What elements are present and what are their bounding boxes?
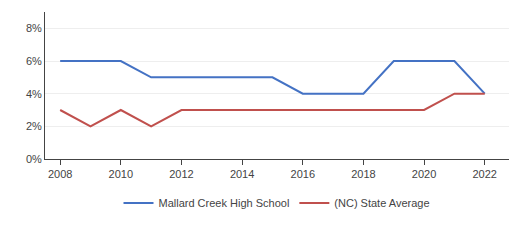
svg-text:2010: 2010 (109, 168, 133, 180)
svg-text:0%: 0% (26, 153, 42, 165)
svg-text:2012: 2012 (169, 168, 193, 180)
svg-text:2%: 2% (26, 120, 42, 132)
svg-text:8%: 8% (26, 22, 42, 34)
svg-text:2020: 2020 (412, 168, 436, 180)
svg-text:Mallard Creek High School: Mallard Creek High School (159, 197, 290, 209)
svg-text:4%: 4% (26, 88, 42, 100)
svg-text:(NC) State Average: (NC) State Average (334, 197, 429, 209)
svg-text:6%: 6% (26, 55, 42, 67)
svg-text:2022: 2022 (472, 168, 496, 180)
svg-text:2018: 2018 (351, 168, 375, 180)
svg-text:2014: 2014 (230, 168, 254, 180)
svg-text:2016: 2016 (291, 168, 315, 180)
svg-text:2008: 2008 (48, 168, 72, 180)
